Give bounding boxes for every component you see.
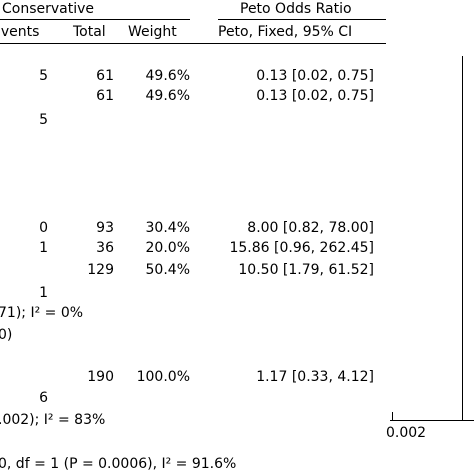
row2-ci: 8.00 [0.82, 78.00] (247, 220, 374, 236)
subgroup1-overall-effect: 0) (0, 327, 13, 343)
subgroup1-heterogeneity: 71); I² = 0% (0, 305, 84, 321)
subtotal2-events: 1 (39, 285, 48, 301)
total-weight: 100.0% (136, 369, 190, 385)
header-total: Total (73, 24, 106, 40)
header-group-peto: Peto Odds Ratio (240, 1, 352, 17)
header-weight: Weight (128, 24, 177, 40)
row1-total: 61 (96, 68, 114, 84)
header-group-conservative: Conservative (2, 1, 95, 17)
total-total: 190 (87, 369, 114, 385)
row2-events: 0 (39, 220, 48, 236)
subgroup-differences: 0, df = 1 (P = 0.0006), I² = 91.6% (0, 456, 237, 472)
subtotal1-weight: 49.6% (145, 88, 190, 104)
row3-ci: 15.86 [0.96, 262.45] (229, 240, 374, 256)
header-rule (0, 43, 386, 44)
row2-total: 93 (96, 220, 114, 236)
row3-events: 1 (39, 240, 48, 256)
subtotal2-total: 129 (87, 262, 114, 278)
no-effect-line (462, 56, 463, 420)
row3-weight: 20.0% (145, 240, 190, 256)
total-ci: 1.17 [0.33, 4.12] (256, 369, 374, 385)
subtotal1-total: 61 (96, 88, 114, 104)
subtotal2-weight: 50.4% (145, 262, 190, 278)
header-underline-conservative (0, 19, 190, 20)
row1-weight: 49.6% (145, 68, 190, 84)
header-underline-peto (218, 19, 386, 20)
row1-events: 5 (39, 68, 48, 84)
x-axis (390, 420, 474, 421)
header-method: Peto, Fixed, 95% CI (218, 24, 353, 40)
subtotal2-ci: 10.50 [1.79, 61.52] (238, 262, 374, 278)
subtotal1-ci: 0.13 [0.02, 0.75] (256, 88, 374, 104)
row3-total: 36 (96, 240, 114, 256)
row1-ci: 0.13 [0.02, 0.75] (256, 68, 374, 84)
total-heterogeneity: .002); I² = 83% (0, 412, 106, 428)
header-events: Events (0, 24, 40, 40)
total-events: 6 (39, 390, 48, 406)
row2-weight: 30.4% (145, 220, 190, 236)
x-axis-tick (392, 412, 393, 420)
subtotal1-events: 5 (39, 112, 48, 128)
x-axis-tick-label: 0.002 (386, 425, 427, 441)
